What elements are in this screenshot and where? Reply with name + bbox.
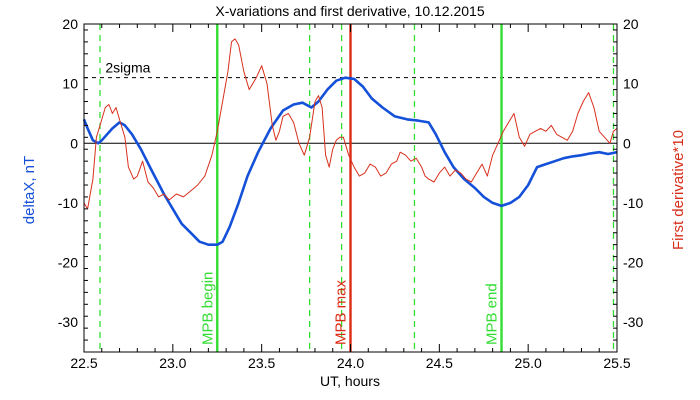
y-tick-label-right: -30 [623,314,643,330]
x-tick-label: 24.0 [337,355,364,371]
mpb-begin-label: MPB begin [199,272,216,345]
x-axis-label: UT, hours [320,373,380,389]
y-tick-label-right: 20 [623,16,639,32]
series-line-derivative [83,38,618,210]
x-tick-label: 23.5 [248,355,275,371]
y-tick-label-right: 10 [623,76,639,92]
two-sigma-label: 2sigma [105,60,150,76]
x-tick-label: 22.5 [70,355,97,371]
y-tick-label-left: -20 [58,255,78,271]
chart-title: X-variations and first derivative, 10.12… [215,3,484,19]
x-tick-label: 24.5 [426,355,453,371]
y-tick-label-left: 10 [62,76,78,92]
marker-lines [84,24,617,352]
left-axis-label: deltaX, nT [21,156,38,224]
y-tick-label-left: 0 [70,135,78,151]
x-tick-label: 23.0 [159,355,186,371]
right-axis-label: First derivative*10 [670,130,687,250]
y-tick-label-right: -20 [623,255,643,271]
mpb-max-label: MPB max [333,279,350,345]
marker-labels: 2sigma MPB begin MPB max MPB end [105,60,500,345]
data-series [82,38,618,246]
x-tick-label: 25.0 [515,355,542,371]
axes: 22.5 23.0 23.5 24.0 24.5 25.0 25.5 -30 -30 -20 -20… [58,16,644,371]
mpb-end-label: MPB end [484,283,501,345]
y-tick-label-left: -30 [58,314,78,330]
y-tick-label-left: 20 [62,16,78,32]
y-tick-label-right: -10 [623,195,643,211]
x-tick-label: 25.5 [603,355,630,371]
y-tick-label-left: -10 [58,195,78,211]
series-line-deltaX [82,76,618,246]
y-tick-label-right: 0 [623,135,631,151]
